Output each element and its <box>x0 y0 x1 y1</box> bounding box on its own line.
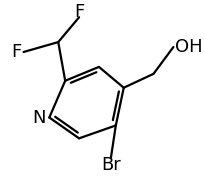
Text: Br: Br <box>101 156 121 174</box>
Text: OH: OH <box>175 38 203 56</box>
Text: F: F <box>74 3 84 21</box>
Text: N: N <box>32 108 45 126</box>
Text: F: F <box>11 43 22 61</box>
